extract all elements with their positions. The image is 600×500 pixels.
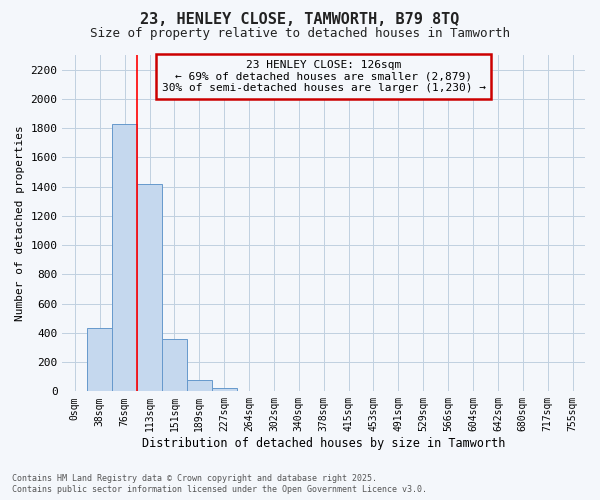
Bar	[162, 340, 187, 392]
Text: Contains HM Land Registry data © Crown copyright and database right 2025.
Contai: Contains HM Land Registry data © Crown c…	[12, 474, 427, 494]
Bar	[112, 124, 137, 392]
Text: 23, HENLEY CLOSE, TAMWORTH, B79 8TQ: 23, HENLEY CLOSE, TAMWORTH, B79 8TQ	[140, 12, 460, 26]
Bar	[88, 328, 112, 392]
Text: Size of property relative to detached houses in Tamworth: Size of property relative to detached ho…	[90, 28, 510, 40]
Text: 23 HENLEY CLOSE: 126sqm
← 69% of detached houses are smaller (2,879)
30% of semi: 23 HENLEY CLOSE: 126sqm ← 69% of detache…	[162, 60, 486, 93]
Bar	[212, 388, 236, 392]
Bar	[187, 380, 212, 392]
Y-axis label: Number of detached properties: Number of detached properties	[15, 126, 25, 321]
Bar	[62, 390, 88, 392]
X-axis label: Distribution of detached houses by size in Tamworth: Distribution of detached houses by size …	[142, 437, 505, 450]
Bar	[137, 184, 162, 392]
